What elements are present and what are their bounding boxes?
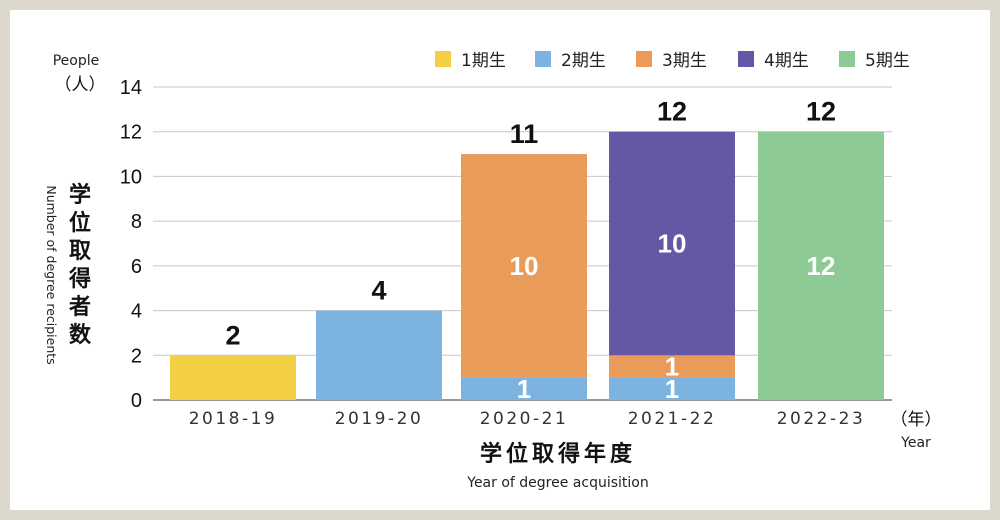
legend-swatch-3-: [636, 51, 652, 67]
segment-label-2020-21-3-: 10: [510, 251, 539, 281]
x-tick-2019-20: 2019-20: [335, 409, 424, 429]
y-axis-title-english: Number of degree recipients: [44, 185, 59, 364]
legend-label-4-: 4期生: [764, 51, 809, 71]
total-label-2022-23: 12: [806, 97, 836, 127]
legend-label-5-: 5期生: [865, 51, 910, 71]
bar-2019-20-2-: [316, 310, 442, 400]
legend-label-2-: 2期生: [561, 51, 606, 71]
segment-label-2020-21-2-: 1: [517, 374, 531, 404]
x-tick-2020-21: 2020-21: [480, 409, 569, 429]
x-axis-title-english: Year of degree acquisition: [466, 475, 648, 491]
y-tick-2: 2: [131, 345, 142, 367]
y-tick-10: 10: [120, 166, 142, 188]
y-tick-8: 8: [131, 211, 142, 233]
y-tick-12: 12: [120, 122, 142, 144]
legend-swatch-4-: [738, 51, 754, 67]
segment-label-2022-23-5-: 12: [807, 251, 836, 281]
segment-label-2021-22-4-: 10: [658, 229, 687, 259]
x-axis-title: 学位取得年度: [480, 441, 636, 467]
chart-frame: 0 2 4 6 8 10 12 14 1 10 1 1 10 12 2 4 11 12 12 2018-19 20…: [10, 10, 990, 510]
legend-swatch-2-: [535, 51, 551, 67]
x-axis-ticks: 2018-19 2019-20 2020-21 2021-22 2022-23: [189, 409, 866, 429]
legend: 1期生 2期生 3期生 4期生 5期生: [435, 51, 910, 71]
bar-2022-23-5-: [758, 131, 884, 400]
total-label-2021-22: 12: [657, 97, 687, 127]
total-label-2019-20: 4: [371, 276, 386, 306]
total-labels: 2 4 11 12 12: [225, 97, 836, 351]
legend-label-3-: 3期生: [662, 51, 707, 71]
y-unit-japanese: （人）: [55, 75, 106, 95]
x-unit-english: Year: [900, 435, 931, 451]
bars: [170, 131, 884, 400]
x-tick-2018-19: 2018-19: [189, 409, 278, 429]
bar-2020-21-2-: [461, 377, 587, 400]
x-unit-japanese: （年）: [891, 410, 942, 430]
segment-label-2021-22-2-: 1: [665, 374, 679, 404]
legend-label-1-: 1期生: [461, 51, 506, 71]
bar-2020-21-3-: [461, 154, 587, 378]
y-tick-14: 14: [120, 77, 142, 99]
y-axis-title: 学位取得者数: [68, 182, 92, 348]
y-unit-english: People: [53, 53, 100, 69]
legend-swatch-5-: [839, 51, 855, 67]
total-label-2020-21: 11: [510, 119, 539, 149]
legend-swatch-1-: [435, 51, 451, 67]
y-tick-6: 6: [131, 256, 142, 278]
x-tick-2022-23: 2022-23: [777, 409, 866, 429]
y-tick-0: 0: [131, 390, 142, 412]
bar-2021-22-4-: [609, 131, 735, 356]
y-axis-ticks: 0 2 4 6 8 10 12 14: [120, 77, 142, 412]
total-label-2018-19: 2: [225, 320, 240, 350]
x-tick-2021-22: 2021-22: [628, 409, 717, 429]
bar-2021-22-2-: [609, 377, 735, 400]
bar-2021-22-3-: [609, 355, 735, 378]
bar-2018-19-1-: [170, 355, 296, 400]
y-tick-4: 4: [131, 301, 142, 323]
segment-label-2021-22-3-: 1: [665, 351, 679, 381]
